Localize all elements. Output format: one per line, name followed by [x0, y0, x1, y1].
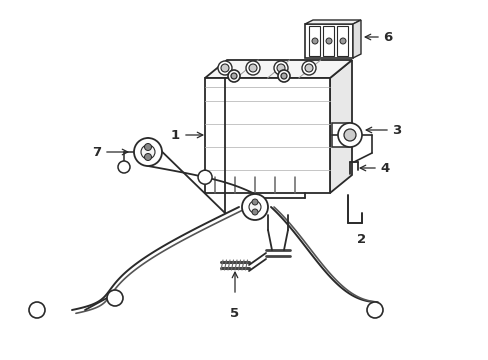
Text: 6: 6	[382, 31, 391, 44]
Circle shape	[325, 38, 331, 44]
Circle shape	[273, 61, 287, 75]
Circle shape	[221, 64, 228, 72]
Circle shape	[343, 129, 355, 141]
Circle shape	[118, 161, 130, 173]
Bar	[204, 78, 329, 193]
Polygon shape	[329, 60, 351, 193]
Circle shape	[311, 38, 317, 44]
Text: 1: 1	[170, 129, 180, 141]
Bar	[323, 26, 333, 56]
Circle shape	[278, 70, 289, 82]
Circle shape	[144, 144, 151, 150]
Circle shape	[218, 61, 231, 75]
Circle shape	[248, 201, 261, 213]
Circle shape	[134, 138, 162, 166]
Circle shape	[245, 61, 260, 75]
Circle shape	[251, 209, 258, 215]
Circle shape	[29, 302, 45, 318]
Circle shape	[366, 302, 382, 318]
Circle shape	[107, 290, 123, 306]
Circle shape	[141, 145, 155, 159]
Text: 2: 2	[357, 233, 366, 246]
Bar	[308, 26, 319, 56]
Circle shape	[144, 153, 151, 161]
Bar	[305, 24, 352, 58]
Polygon shape	[204, 60, 351, 78]
Circle shape	[305, 64, 312, 72]
Text: 4: 4	[379, 162, 388, 175]
Polygon shape	[305, 20, 360, 24]
Circle shape	[242, 194, 267, 220]
Circle shape	[276, 64, 285, 72]
Text: 5: 5	[230, 307, 239, 320]
Circle shape	[198, 170, 212, 184]
Polygon shape	[352, 20, 360, 58]
Circle shape	[339, 38, 346, 44]
Bar	[331, 123, 349, 147]
Bar	[336, 26, 347, 56]
Circle shape	[251, 199, 258, 205]
Circle shape	[281, 73, 286, 79]
Text: 3: 3	[391, 123, 401, 136]
Circle shape	[248, 64, 257, 72]
Circle shape	[337, 123, 361, 147]
Circle shape	[227, 70, 240, 82]
Circle shape	[302, 61, 315, 75]
Text: 7: 7	[92, 145, 101, 158]
Circle shape	[230, 73, 237, 79]
